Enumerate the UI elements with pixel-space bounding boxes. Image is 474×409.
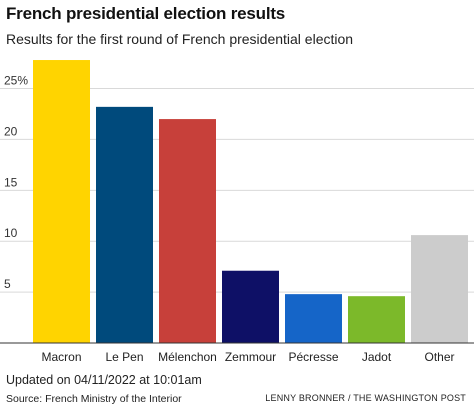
credit-note: LENNY BRONNER / THE WASHINGTON POST <box>265 393 466 403</box>
x-axis: Macron Le Pen Mélenchon Zemmour Pécresse Jado… <box>0 342 474 364</box>
x-tick-label: Zemmour <box>225 350 276 364</box>
bar-chart: 5 10 15 20 25% Macron Le Pen Mélenchon Zemmour P… <box>0 60 474 364</box>
bar <box>96 106 153 343</box>
x-tick-label: Le Pen <box>105 350 143 364</box>
chart-title: French presidential election results <box>6 4 286 23</box>
x-tick-label: Other <box>424 350 454 364</box>
y-tick-label: 10 <box>4 226 18 240</box>
bars <box>33 60 468 344</box>
x-tick-label: Macron <box>41 350 81 364</box>
x-tick-label: Jadot <box>362 350 392 364</box>
source-note: Source: French Ministry of the Interior <box>6 393 182 405</box>
x-tick-label: Mélenchon <box>158 350 217 364</box>
chart-subtitle: Results for the first round of French pr… <box>6 31 354 47</box>
bar <box>348 296 405 343</box>
y-tick-label: 5 <box>4 277 11 291</box>
updated-note: Updated on 04/11/2022 at 10:01am <box>6 373 202 387</box>
bar <box>285 294 342 343</box>
y-tick-label: 20 <box>4 124 18 138</box>
bar <box>33 60 90 344</box>
bar <box>159 119 216 343</box>
bar <box>222 270 279 343</box>
x-tick-label: Pécresse <box>288 350 338 364</box>
y-tick-label: 25% <box>4 74 28 88</box>
y-tick-label: 15 <box>4 175 18 189</box>
bar <box>411 235 468 343</box>
